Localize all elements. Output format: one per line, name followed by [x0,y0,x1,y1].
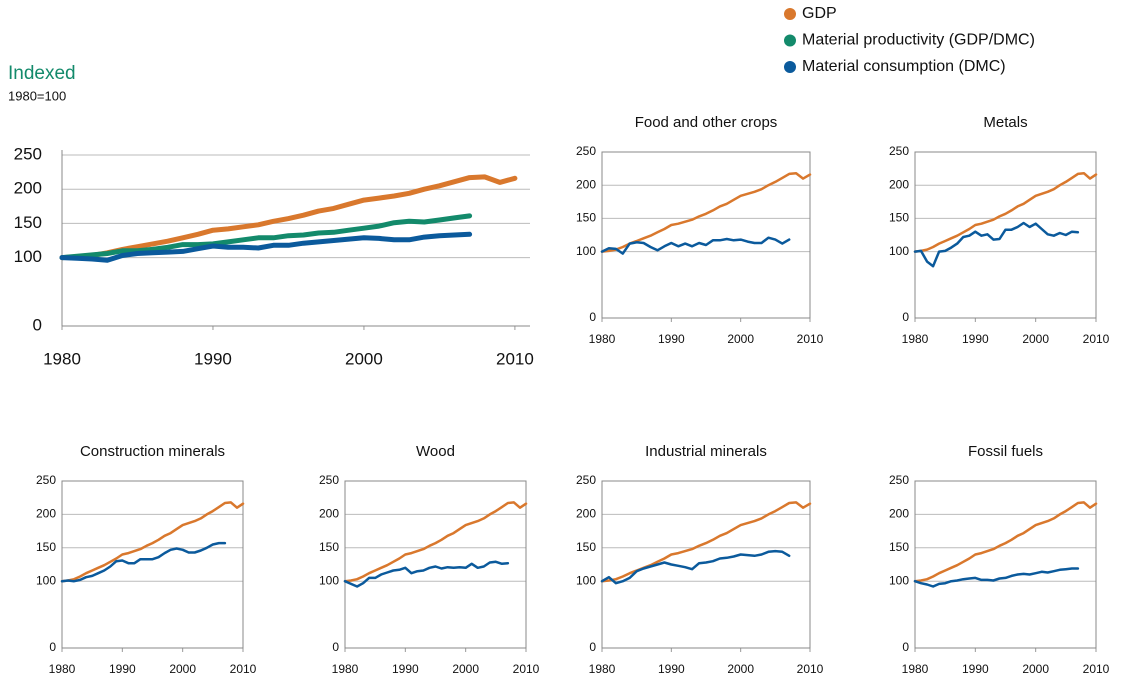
series-line [60,501,245,583]
legend-label: GDP [802,5,837,22]
series-line [343,560,510,588]
x-tick-label: 1980 [49,662,76,676]
x-tick-label: 2010 [1083,662,1110,676]
y-tick-label: 250 [889,473,909,487]
x-tick-label: 2000 [452,662,479,676]
x-tick-label: 2000 [727,662,754,676]
y-tick-label: 200 [889,177,909,191]
y-tick-label: 200 [889,507,909,521]
y-tick-label: 100 [576,573,596,587]
x-tick-label: 2010 [496,349,534,368]
x-tick-label: 1980 [902,662,929,676]
legend-label: Material productivity (GDP/DMC) [802,32,1035,49]
y-tick-label: 0 [589,640,596,654]
x-tick-label: 1980 [589,332,616,346]
y-tick-label: 200 [36,507,56,521]
y-tick-label: 150 [576,540,596,554]
series-line [600,171,812,253]
x-tick-label: 1980 [43,349,81,368]
y-tick-label: 100 [576,244,596,258]
y-tick-label: 100 [14,247,42,266]
x-tick-label: 1980 [589,662,616,676]
y-tick-label: 0 [33,315,42,334]
y-tick-label: 150 [36,540,56,554]
x-tick-label: 1990 [194,349,232,368]
y-tick-label: 250 [576,473,596,487]
series-line [59,231,473,263]
x-tick-label: 2000 [345,349,383,368]
chart-title: Fossil fuels [968,443,1043,460]
y-tick-label: 100 [889,244,909,258]
x-tick-label: 1990 [658,332,685,346]
y-tick-label: 0 [49,640,56,654]
y-tick-label: 250 [576,144,596,158]
y-tick-label: 150 [889,211,909,225]
x-tick-label: 2000 [169,662,196,676]
x-tick-label: 2010 [797,662,824,676]
x-tick-label: 1990 [392,662,419,676]
x-tick-label: 2000 [1022,332,1049,346]
legend-label: Material consumption (DMC) [802,58,1006,75]
y-tick-label: 0 [902,640,909,654]
y-tick-label: 0 [589,310,596,324]
plot-frame [914,151,1097,319]
legend-marker [784,34,796,47]
y-tick-label: 150 [889,540,909,554]
plot-frame [344,480,527,649]
x-tick-label: 1990 [658,662,685,676]
chart-title: Metals [983,114,1027,131]
y-tick-label: 150 [14,213,42,232]
y-tick-label: 0 [332,640,339,654]
x-tick-label: 1990 [962,662,989,676]
subtitle: 1980=100 [8,88,66,103]
series-line [913,501,1098,583]
legend-marker [784,8,796,20]
x-tick-label: 2010 [513,662,540,676]
x-tick-label: 2010 [1083,332,1110,346]
x-tick-label: 2000 [727,332,754,346]
chart-title: Industrial minerals [645,443,767,460]
chart-title: Construction minerals [80,443,225,460]
series-line [600,236,791,255]
y-axis-label: Indexed [8,63,76,84]
y-tick-label: 150 [576,211,596,225]
plot-frame [61,480,244,649]
y-tick-label: 0 [902,310,909,324]
y-tick-label: 250 [14,144,42,163]
y-tick-label: 200 [319,507,339,521]
x-tick-label: 1990 [109,662,136,676]
y-tick-label: 100 [319,573,339,587]
y-tick-label: 250 [889,144,909,158]
plot-frame [601,151,811,319]
x-tick-label: 1980 [902,332,929,346]
series-line [600,549,791,585]
series-line [913,567,1080,588]
x-tick-label: 2000 [1022,662,1049,676]
y-tick-label: 200 [576,177,596,191]
y-tick-label: 100 [36,573,56,587]
plot-frame [601,480,811,649]
y-tick-label: 200 [576,507,596,521]
y-tick-label: 100 [889,573,909,587]
series-line [59,213,473,261]
x-tick-label: 2010 [230,662,257,676]
series-line [913,171,1098,253]
x-tick-label: 1990 [962,332,989,346]
y-tick-label: 250 [319,473,339,487]
series-line [343,501,528,583]
plot-frame [914,480,1097,649]
series-line [60,541,227,583]
series-line [59,174,518,261]
y-tick-label: 250 [36,473,56,487]
x-tick-label: 2010 [797,332,824,346]
y-tick-label: 200 [14,179,42,198]
chart-title: Wood [416,443,455,460]
legend-marker [784,61,796,73]
x-tick-label: 1980 [332,662,359,676]
y-tick-label: 150 [319,540,339,554]
chart-title: Food and other crops [635,114,778,131]
series-line [913,221,1080,268]
